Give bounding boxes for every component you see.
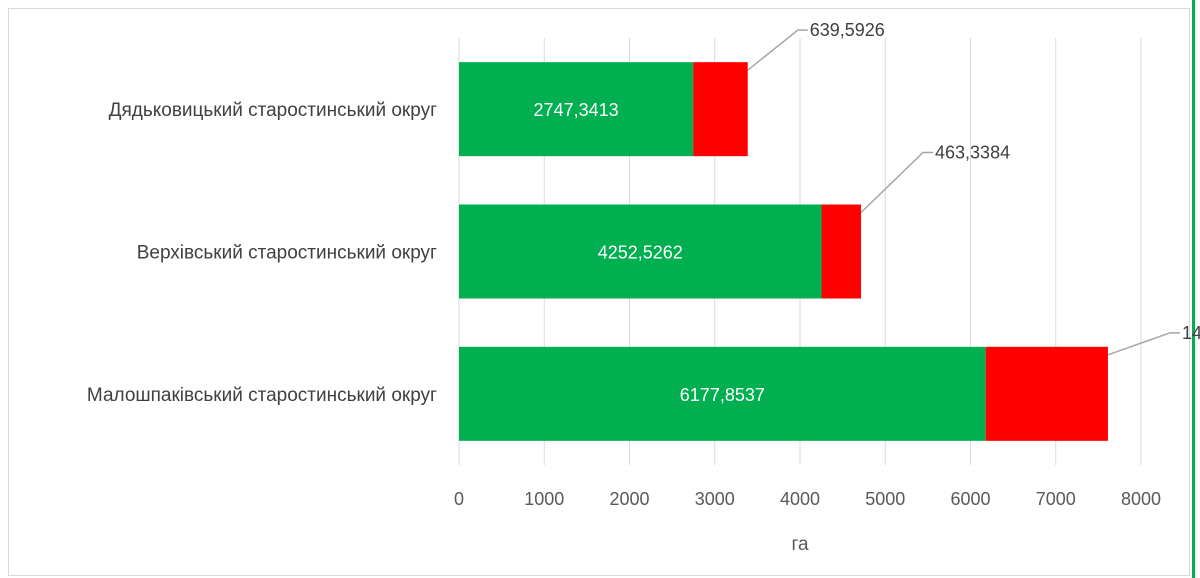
category-label: Верхівський старостинський округ: [137, 243, 437, 264]
chart-frame: [8, 8, 1190, 576]
data-label: 463,3384: [935, 143, 1010, 163]
bar-segment-green: [459, 204, 822, 299]
window-edge-accent: [1192, 0, 1195, 578]
x-tick-label: 8000: [1121, 489, 1161, 509]
bar-segment-red: [985, 346, 1108, 441]
leader-line: [860, 151, 934, 214]
x-tick-label: 4000: [780, 489, 820, 509]
bar-segment-green: [459, 62, 694, 157]
data-label: 4252,5262: [598, 243, 683, 263]
data-label: 6177,8537: [680, 385, 765, 405]
bars: [459, 62, 1108, 441]
x-tick-label: 3000: [695, 489, 735, 509]
data-labels: 2747,3413 639,5926 4252,5262 463,3384 6177,8…: [534, 20, 1200, 405]
x-axis-title: га: [791, 534, 809, 555]
x-tick-label: 2000: [609, 489, 649, 509]
bar-segment-green: [459, 346, 986, 441]
data-label: 639,5926: [810, 20, 885, 40]
x-tick-label: 5000: [865, 489, 905, 509]
bar-segment-red: [821, 204, 862, 299]
category-label: Дядьковицький старостинський округ: [109, 100, 437, 121]
leader-line: [747, 29, 808, 71]
x-tick-label: 0: [454, 489, 464, 509]
data-label: 1434,5093: [1182, 323, 1200, 343]
bar-segment-red: [693, 62, 748, 157]
leader-line: [1107, 332, 1180, 356]
category-labels: Дядьковицький старостинський округ Верхів…: [87, 100, 437, 406]
x-tick-label: 6000: [950, 489, 990, 509]
x-tick-labels: 0 1000 2000 3000 4000 5000 6000 7000 8000: [454, 489, 1161, 509]
data-label: 2747,3413: [534, 100, 619, 120]
x-tick-label: 1000: [524, 489, 564, 509]
x-tick-label: 7000: [1036, 489, 1076, 509]
leader-lines: [747, 29, 1180, 356]
category-label: Малошпаківський старостинський округ: [87, 385, 437, 406]
